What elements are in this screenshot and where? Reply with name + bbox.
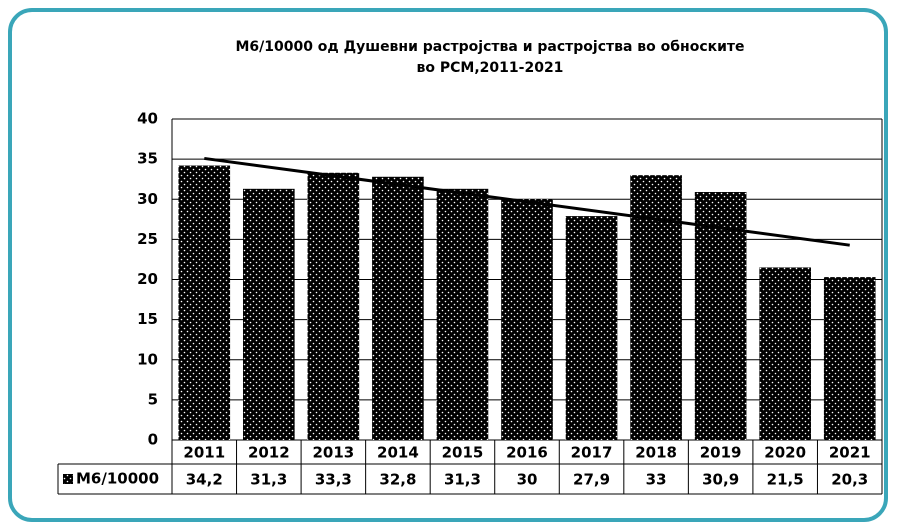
y-tick-label: 40: [137, 110, 158, 128]
data-label: 31,3: [444, 471, 481, 489]
bar: [307, 172, 360, 440]
bar: [178, 165, 231, 441]
x-tick-label: 2018: [635, 444, 677, 462]
data-label: 30,9: [702, 471, 739, 489]
bar: [243, 188, 295, 440]
x-tick-label: 2021: [829, 444, 871, 462]
y-tick-label: 20: [137, 270, 158, 288]
y-tick-label: 0: [148, 431, 158, 449]
bar: [759, 267, 811, 440]
bar: [501, 199, 553, 440]
x-tick-label: 2016: [506, 444, 548, 462]
bar: [823, 277, 876, 440]
x-tick-label: 2017: [571, 444, 613, 462]
chart-title: М6/10000 од Душевни растројства и растро…: [235, 39, 744, 55]
legend-swatch: [63, 474, 73, 484]
x-tick-label: 2013: [312, 444, 354, 462]
y-tick-label: 35: [137, 150, 158, 168]
y-tick-label: 30: [137, 190, 158, 208]
chart-title: во РСМ,2011-2021: [417, 60, 564, 76]
bar: [436, 188, 489, 440]
x-tick-label: 2012: [248, 444, 290, 462]
data-label: 20,3: [831, 471, 868, 489]
x-tick-label: 2015: [442, 444, 484, 462]
x-tick-label: 2014: [377, 444, 419, 462]
x-tick-label: 2011: [183, 444, 225, 462]
data-label: 33: [646, 471, 667, 489]
bar: [372, 176, 424, 440]
data-label: 21,5: [767, 471, 804, 489]
data-label: 34,2: [186, 471, 223, 489]
data-label: 31,3: [250, 471, 287, 489]
y-tick-label: 25: [137, 230, 158, 248]
bar: [694, 192, 747, 440]
trendline: [204, 156, 850, 247]
bar: [565, 216, 618, 440]
y-tick-label: 10: [137, 350, 158, 368]
data-label: 30: [517, 471, 538, 489]
legend-label: М6/10000: [76, 470, 159, 488]
data-label: 27,9: [573, 471, 610, 489]
y-tick-label: 15: [137, 310, 158, 328]
data-label: 32,8: [379, 471, 416, 489]
x-tick-label: 2020: [764, 444, 806, 462]
bar: [630, 175, 682, 441]
y-tick-label: 5: [148, 390, 158, 408]
x-tick-label: 2019: [700, 444, 742, 462]
data-label: 33,3: [315, 471, 352, 489]
